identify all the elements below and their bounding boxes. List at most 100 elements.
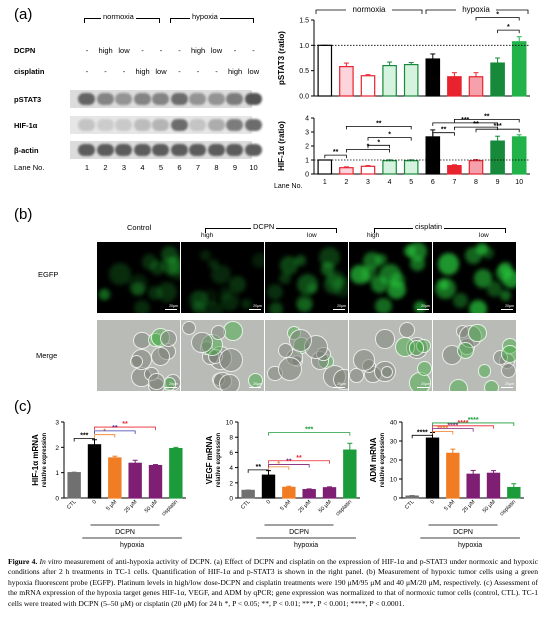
cell-blob [327, 270, 346, 289]
bar [317, 44, 333, 97]
bar [468, 76, 484, 97]
bar [108, 457, 122, 499]
treatment-cell: - [159, 46, 163, 55]
y-tick-label: 0 [393, 496, 397, 503]
bar [447, 76, 462, 97]
cell-blob [187, 290, 209, 312]
cell-blob [134, 300, 151, 313]
y-tick-label: 1.0 [299, 43, 309, 50]
cell-blob [131, 281, 146, 296]
significance-bracket [346, 149, 390, 153]
y-axis-label: VEGF mRNA relative expression [205, 432, 222, 487]
significance-marker: ** [286, 459, 292, 466]
significance-marker: * [103, 429, 106, 436]
cell-blob [477, 364, 491, 378]
cell-blob [98, 288, 111, 301]
cell-blob [473, 269, 493, 288]
lane-number: 9 [232, 163, 238, 172]
treatment-cell: low [210, 46, 223, 55]
treatment-cell: high [228, 67, 243, 76]
cell-blob [333, 276, 348, 297]
scale-bar-label: 20μm [337, 382, 346, 386]
cell-blob [279, 273, 291, 285]
blot-band [78, 93, 95, 105]
blot-band [152, 119, 169, 131]
y-tick-label: 20 [390, 458, 398, 465]
cell-blob [295, 255, 307, 266]
bar [382, 64, 397, 97]
cell-blob [320, 262, 334, 276]
y-tick-label: 0 [55, 496, 59, 503]
cell-blob [502, 270, 516, 288]
scale-bar-label: 20μm [337, 304, 346, 308]
treatment-cell: - [196, 67, 200, 76]
y-tick-label: 0.0 [299, 94, 309, 101]
cell-blob [128, 274, 149, 295]
cell-blob [218, 286, 232, 300]
lane-number-label: Lane No. [274, 183, 302, 190]
blot-band [244, 119, 262, 131]
x-tick-label: 50 μM [318, 499, 333, 514]
y-axis-label-line: relative expression [216, 432, 222, 487]
blot-band [152, 144, 169, 156]
blot-band [207, 144, 225, 156]
x-tick-label: 25 μM [461, 499, 476, 514]
x-tick-label: 8 [474, 179, 478, 186]
y-tick-label: 1 [55, 470, 59, 477]
significance-marker: *** [80, 432, 88, 439]
col-control-label: Control [127, 223, 152, 232]
blot-band [152, 93, 169, 105]
dcpn-label: DCPN [115, 529, 135, 536]
cell-blob [151, 347, 171, 367]
row-cisplatin-label: cisplatin [14, 67, 45, 76]
cell-blob [149, 259, 165, 275]
treatment-cell: - [122, 67, 126, 76]
scale-bar [417, 387, 429, 388]
y-axis-label-line: relative expression [380, 432, 386, 487]
significance-marker: * [388, 132, 391, 139]
normoxia-label: normoxia [101, 12, 136, 21]
bar [425, 437, 440, 499]
cell-blob [228, 275, 247, 294]
cell-blob [268, 301, 284, 313]
cell-blob [380, 365, 394, 379]
scale-bar [165, 309, 177, 310]
bar [261, 474, 276, 499]
blot-pstat3 [70, 90, 262, 108]
scale-bar [417, 309, 429, 310]
significance-bracket [432, 122, 498, 126]
cell-blob [266, 283, 283, 300]
egfp-micrograph: 20μm [181, 242, 264, 313]
y-tick-label: 10 [390, 477, 398, 484]
cell-blob [160, 330, 178, 348]
cell-blob [157, 281, 177, 302]
cell-blob [361, 265, 377, 282]
x-tick-label: cisplatin [161, 499, 179, 517]
significance-marker: * [507, 24, 510, 31]
y-tick-label: 1.5 [299, 18, 309, 25]
cell-blob [297, 297, 312, 313]
cell-blob [219, 373, 240, 391]
cell-blob [388, 280, 407, 299]
y-tick-label: 2 [229, 480, 233, 487]
normoxia-label: normoxia [353, 5, 386, 14]
cell-blob [363, 252, 381, 270]
significance-bracket [432, 428, 474, 432]
cell-blob [202, 289, 219, 306]
caption-figure-number: Figure 4. [8, 557, 38, 566]
scale-bar [333, 309, 345, 310]
significance-bracket [324, 154, 347, 159]
bar [241, 489, 255, 499]
x-tick-label: 0 [266, 499, 272, 505]
y-tick-label: 8 [229, 435, 233, 442]
col-cis-low: low [479, 232, 489, 239]
bar [425, 58, 441, 97]
y-tick-label: 4 [229, 465, 233, 472]
y-tick-label: 6 [229, 450, 233, 457]
significance-bracket [247, 469, 269, 473]
scale-bar [249, 309, 261, 310]
y-tick-label: 2 [55, 445, 59, 452]
y-tick-label: 4 [305, 116, 309, 123]
caption-italic: In vitro [39, 557, 63, 566]
